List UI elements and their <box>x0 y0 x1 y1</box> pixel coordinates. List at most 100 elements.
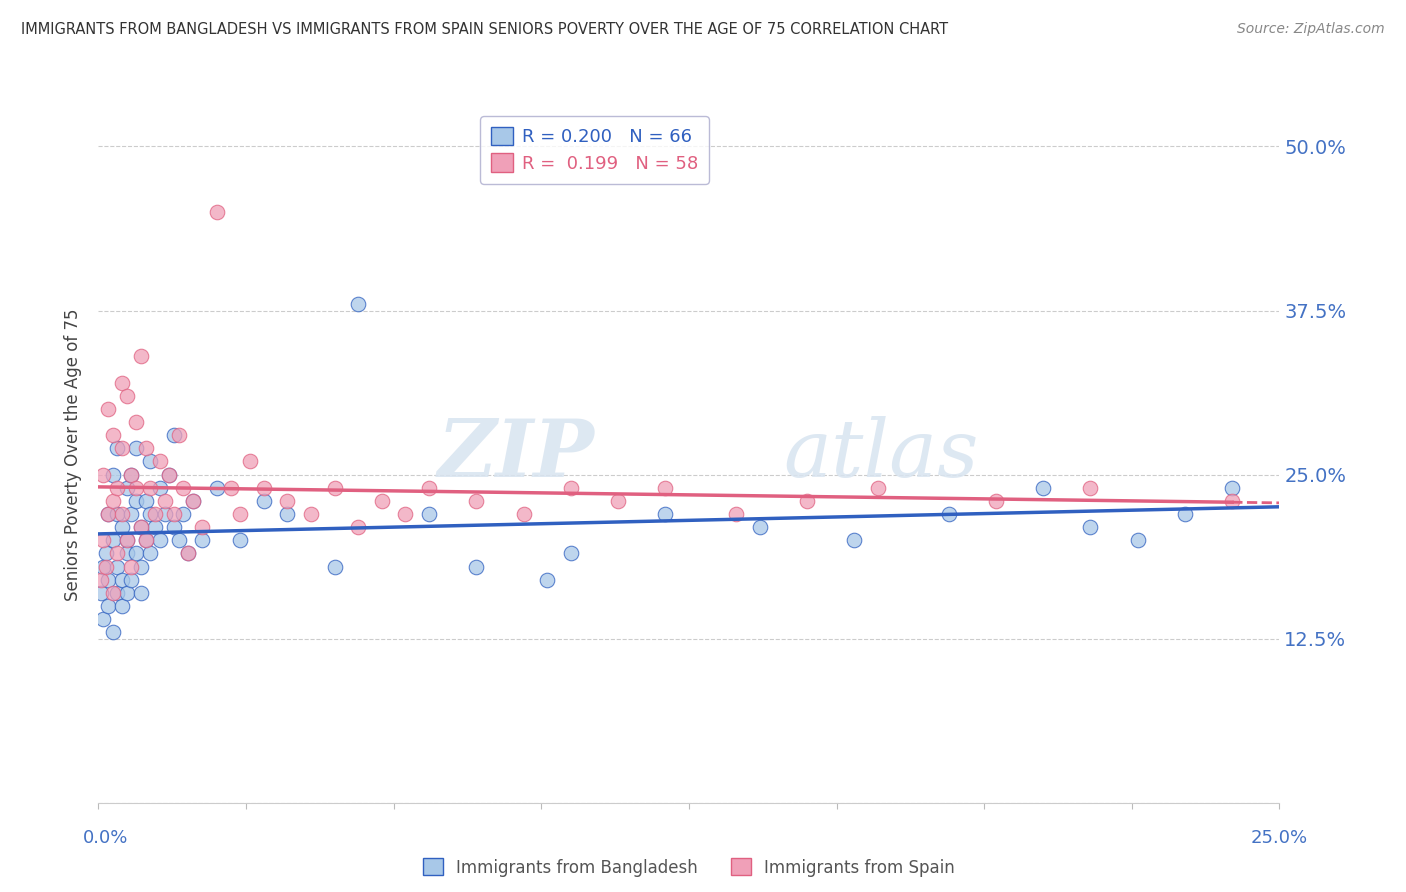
Point <box>465 559 488 574</box>
Point <box>866 481 889 495</box>
Point <box>1080 520 1102 534</box>
Point <box>394 507 416 521</box>
Point <box>167 533 190 548</box>
Point <box>90 573 112 587</box>
Point <box>115 586 138 600</box>
Point <box>1220 494 1243 508</box>
Point <box>97 401 120 416</box>
Point <box>111 520 134 534</box>
Point <box>276 494 298 508</box>
Point <box>205 481 228 495</box>
Point <box>125 415 148 429</box>
Point <box>139 481 162 495</box>
Point <box>654 507 676 521</box>
Point <box>149 533 172 548</box>
Point <box>105 507 128 521</box>
Point <box>181 494 204 508</box>
Point <box>253 494 276 508</box>
Text: ZIP: ZIP <box>437 417 595 493</box>
Point <box>111 599 134 613</box>
Text: atlas: atlas <box>783 417 979 493</box>
Point <box>276 507 298 521</box>
Point <box>177 546 200 560</box>
Point <box>418 507 440 521</box>
Point <box>101 533 124 548</box>
Point <box>1080 481 1102 495</box>
Point <box>121 507 143 521</box>
Text: IMMIGRANTS FROM BANGLADESH VS IMMIGRANTS FROM SPAIN SENIORS POVERTY OVER THE AGE: IMMIGRANTS FROM BANGLADESH VS IMMIGRANTS… <box>21 22 948 37</box>
Point <box>91 533 114 548</box>
Point <box>149 454 172 468</box>
Point <box>91 612 114 626</box>
Point <box>149 481 172 495</box>
Point <box>105 546 128 560</box>
Point <box>157 467 180 482</box>
Point <box>135 533 157 548</box>
Point <box>172 481 194 495</box>
Point <box>229 533 252 548</box>
Point <box>111 442 134 456</box>
Point <box>371 494 394 508</box>
Point <box>115 389 138 403</box>
Point <box>101 625 124 640</box>
Point <box>125 442 148 456</box>
Point <box>125 494 148 508</box>
Point <box>97 599 120 613</box>
Point <box>111 507 134 521</box>
Point <box>153 494 176 508</box>
Point <box>135 494 157 508</box>
Point <box>90 586 112 600</box>
Point <box>167 428 190 442</box>
Point <box>253 481 276 495</box>
Point <box>560 481 582 495</box>
Point <box>121 559 143 574</box>
Point <box>347 520 370 534</box>
Point <box>323 481 346 495</box>
Point <box>323 559 346 574</box>
Point <box>143 520 166 534</box>
Point <box>796 494 818 508</box>
Y-axis label: Seniors Poverty Over the Age of 75: Seniors Poverty Over the Age of 75 <box>65 309 83 601</box>
Point <box>129 586 152 600</box>
Point <box>139 454 162 468</box>
Point <box>536 573 558 587</box>
Point <box>91 559 114 574</box>
Legend: Immigrants from Bangladesh, Immigrants from Spain: Immigrants from Bangladesh, Immigrants f… <box>415 850 963 885</box>
Point <box>1220 481 1243 495</box>
Point <box>97 507 120 521</box>
Point <box>299 507 322 521</box>
Point <box>121 467 143 482</box>
Point <box>135 533 157 548</box>
Point <box>125 546 148 560</box>
Point <box>512 507 534 521</box>
Point <box>465 494 488 508</box>
Point <box>125 481 148 495</box>
Point <box>97 507 120 521</box>
Point <box>139 546 162 560</box>
Point <box>607 494 630 508</box>
Point <box>844 533 866 548</box>
Point <box>139 507 162 521</box>
Point <box>153 507 176 521</box>
Point <box>163 520 186 534</box>
Point <box>105 559 128 574</box>
Text: 0.0%: 0.0% <box>83 829 128 847</box>
Point <box>101 467 124 482</box>
Point <box>229 507 252 521</box>
Point <box>1032 481 1054 495</box>
Point <box>172 507 194 521</box>
Point <box>121 467 143 482</box>
Point <box>748 520 770 534</box>
Point <box>97 573 120 587</box>
Point <box>94 546 117 560</box>
Point <box>181 494 204 508</box>
Point <box>1126 533 1149 548</box>
Point <box>177 546 200 560</box>
Point <box>115 546 138 560</box>
Point <box>129 350 152 364</box>
Point <box>219 481 242 495</box>
Point <box>101 494 124 508</box>
Point <box>105 442 128 456</box>
Point <box>105 586 128 600</box>
Point <box>111 376 134 390</box>
